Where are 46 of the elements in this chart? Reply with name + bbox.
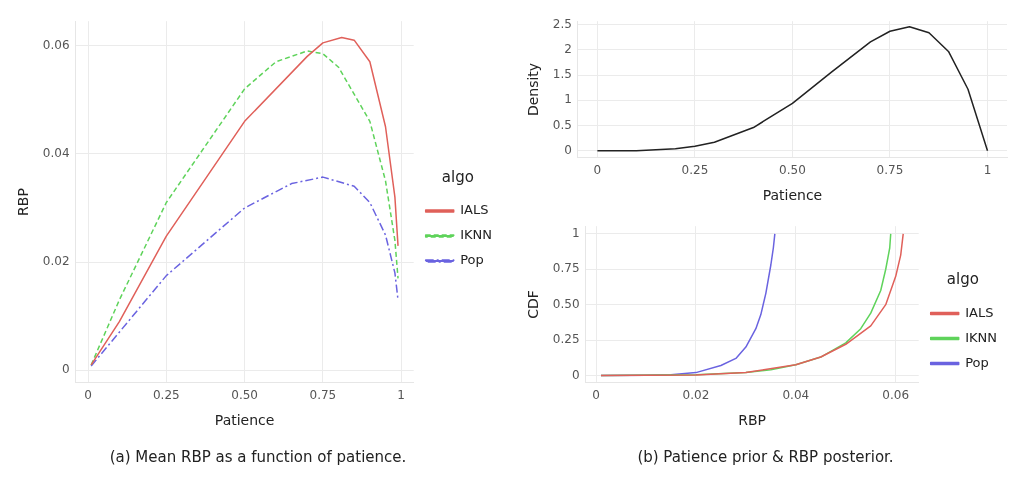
y-tick-label: 1	[564, 92, 572, 107]
legend-label: Pop	[460, 252, 484, 268]
x-axis-title: Patience	[762, 187, 823, 204]
x-tick-label: 1	[983, 163, 992, 178]
legend-label: IALS	[965, 304, 994, 320]
x-tick-label: 0.75	[309, 388, 337, 403]
x-tick-label: 0.02	[682, 388, 710, 403]
x-tick-label: 0.75	[876, 163, 904, 178]
text: (a) Mean RBP as a function of patience.	[108, 448, 408, 466]
y-axis-title: Density	[525, 62, 542, 117]
legend-title: algo	[946, 270, 979, 289]
y-axis-title: CDF	[525, 290, 542, 319]
y-tick-label: 0.02	[42, 254, 70, 269]
y-tick-label: 0.25	[552, 332, 580, 347]
x-tick-label: 0.04	[782, 388, 810, 403]
text: (b) Patience prior & RBP posterior.	[636, 448, 895, 466]
legend-label: IKNN	[965, 329, 997, 345]
x-tick-label: 0.50	[231, 388, 258, 403]
y-tick-label: 0	[571, 367, 580, 382]
x-tick-label: 1	[397, 388, 405, 403]
y-axis-title: RBP	[15, 188, 32, 216]
legend-title: algo	[441, 167, 474, 186]
x-tick-label: 0.50	[779, 163, 806, 178]
y-tick-label: 2.5	[552, 16, 572, 31]
y-tick-label: 0	[61, 362, 70, 377]
x-tick-label: 0	[84, 388, 92, 403]
y-tick-label: 0.75	[552, 261, 580, 276]
x-tick-label: 0	[592, 388, 600, 403]
y-tick-label: 0.06	[42, 37, 70, 52]
x-tick-label: 0.06	[882, 388, 910, 403]
x-tick-label: 0.25	[152, 388, 180, 403]
x-tick-label: 0.25	[681, 163, 709, 178]
legend-label: IKNN	[460, 227, 492, 243]
legend-label: Pop	[965, 354, 989, 370]
y-tick-label: 0.5	[552, 117, 572, 132]
line-series	[90, 176, 399, 367]
y-tick-label: 1.5	[552, 67, 572, 82]
y-tick-label: 0	[564, 142, 572, 157]
x-axis-title: RBP	[738, 412, 766, 429]
x-tick-label: 0	[593, 163, 602, 178]
y-tick-label: 1	[571, 225, 580, 240]
legend-label: IALS	[460, 202, 489, 218]
y-tick-label: 0.50	[552, 296, 580, 311]
y-tick-label: 0.04	[42, 145, 70, 160]
y-tick-label: 2	[564, 42, 572, 57]
x-axis-title: Patience	[214, 412, 275, 429]
